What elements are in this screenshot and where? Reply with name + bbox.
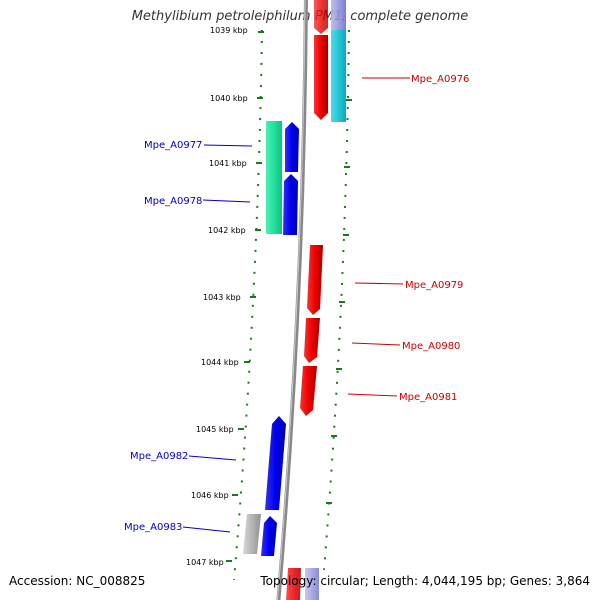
kbp-label: 1041 kbp bbox=[209, 159, 247, 168]
gene-labels: Mpe_A0976 Mpe_A0977 Mpe_A0978 Mpe_A0979 … bbox=[124, 74, 469, 533]
feature-bar-green bbox=[266, 121, 282, 234]
topology-summary: Topology: circular; Length: 4,044,195 bp… bbox=[260, 574, 590, 588]
genome-title: Methylibium petroleiphilum PM1, complete… bbox=[131, 9, 469, 24]
gene-arrow-Mpe_A0977 bbox=[285, 122, 299, 172]
gene-label-Mpe_A0978: Mpe_A0978 bbox=[144, 196, 202, 207]
gene-label-Mpe_A0977: Mpe_A0977 bbox=[144, 140, 202, 151]
forward-genes bbox=[286, 0, 328, 600]
gene-arrow-Mpe_A0978 bbox=[283, 174, 298, 235]
gene-label-Mpe_A0980: Mpe_A0980 bbox=[402, 341, 460, 352]
gene-arrow-Mpe_A0976 bbox=[314, 35, 328, 120]
genome-backbone bbox=[276, 0, 308, 600]
kbp-label: 1040 kbp bbox=[210, 94, 248, 103]
kbp-label: 1046 kbp bbox=[191, 491, 229, 500]
gene-label-Mpe_A0983: Mpe_A0983 bbox=[124, 522, 182, 533]
outer-ruler-ticks bbox=[326, 99, 352, 504]
gene-label-Mpe_A0976: Mpe_A0976 bbox=[411, 74, 469, 85]
gene-label-Mpe_A0981: Mpe_A0981 bbox=[399, 392, 457, 403]
kbp-label: 1039 kbp bbox=[210, 26, 248, 35]
gene-arrow-Mpe_A0980 bbox=[304, 318, 320, 363]
gene-label-Mpe_A0982: Mpe_A0982 bbox=[130, 451, 188, 462]
gene-arrow-Mpe_A0979 bbox=[307, 245, 323, 315]
feature-bar-cyan bbox=[331, 30, 346, 122]
gene-label-Mpe_A0979: Mpe_A0979 bbox=[405, 280, 463, 291]
kbp-ticks bbox=[226, 31, 264, 562]
kbp-label: 1045 kbp bbox=[196, 425, 234, 434]
feature-bar-violet-bottom bbox=[305, 568, 319, 600]
feature-bar-gray bbox=[243, 514, 261, 554]
kbp-label: 1044 kbp bbox=[201, 358, 239, 367]
kbp-labels: 1039 kbp 1040 kbp 1041 kbp 1042 kbp 1043… bbox=[186, 26, 248, 567]
gene-arrow-Mpe_A0983 bbox=[261, 516, 277, 556]
accession-text: Accession: NC_008825 bbox=[9, 574, 146, 588]
feature-track bbox=[243, 0, 346, 600]
kbp-label: 1043 kbp bbox=[203, 293, 241, 302]
inner-ruler bbox=[233, 29, 263, 581]
feature-bar-violet-top bbox=[331, 0, 346, 30]
reverse-genes bbox=[261, 122, 299, 556]
gene-arrow-Mpe_A0981 bbox=[300, 366, 317, 416]
gene-arrow-bottom-red bbox=[286, 568, 301, 600]
kbp-label: 1047 kbp bbox=[186, 558, 224, 567]
gene-arrow-top-red bbox=[314, 0, 328, 34]
kbp-label: 1042 kbp bbox=[208, 226, 246, 235]
label-leaders bbox=[182, 77, 410, 533]
gene-arrow-Mpe_A0982 bbox=[265, 416, 286, 510]
